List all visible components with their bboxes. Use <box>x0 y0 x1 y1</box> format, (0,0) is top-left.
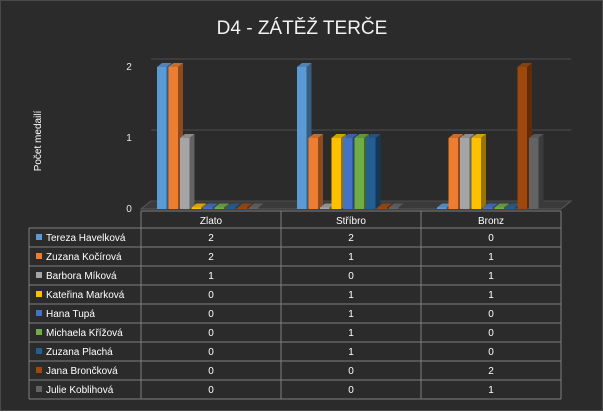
data-cell: 0 <box>208 328 214 339</box>
data-cell: 0 <box>488 328 494 339</box>
category-label: Bronz <box>478 216 504 227</box>
data-cell: 1 <box>348 347 354 358</box>
bar <box>203 203 218 209</box>
data-cell: 2 <box>488 366 494 377</box>
bar <box>308 134 323 209</box>
legend-swatch <box>36 386 42 392</box>
data-cell: 2 <box>348 233 354 244</box>
data-cell: 1 <box>348 309 354 320</box>
legend-swatch <box>36 234 42 240</box>
bar <box>494 203 509 209</box>
legend-swatch <box>36 348 42 354</box>
category-label: Zlato <box>200 216 223 227</box>
data-cell: 0 <box>208 309 214 320</box>
data-table: Zlato Stříbro Bronz Tereza Havelková 2 2 0 Zuza… <box>28 210 562 400</box>
bar <box>389 203 404 209</box>
bar <box>529 134 544 209</box>
data-cell: 1 <box>488 252 494 263</box>
bar <box>226 203 241 209</box>
legend-swatch <box>36 291 42 297</box>
y-tick-label: 1 <box>126 133 132 144</box>
data-cell: 1 <box>488 385 494 396</box>
data-cell: 1 <box>488 271 494 282</box>
series-name: Julie Koblihová <box>46 385 114 396</box>
bar <box>366 134 381 209</box>
bar <box>377 203 392 209</box>
series-name: Kateřina Marková <box>46 290 125 301</box>
data-cell: 0 <box>348 271 354 282</box>
legend-swatch <box>36 253 42 259</box>
data-cell: 2 <box>208 233 214 244</box>
bar <box>483 203 498 209</box>
data-cell: 2 <box>208 252 214 263</box>
series-name: Michaela Křížová <box>46 328 123 339</box>
chart-title: D4 - ZÁTĚŽ TERČE <box>217 17 388 39</box>
bar <box>214 203 229 209</box>
data-cell: 0 <box>208 366 214 377</box>
data-cell: 0 <box>488 233 494 244</box>
bar <box>249 203 264 209</box>
data-cell: 1 <box>208 271 214 282</box>
data-cell: 0 <box>488 309 494 320</box>
legend-swatch <box>36 329 42 335</box>
y-tick-labels: 0 1 2 <box>126 62 132 215</box>
series-name: Barbora Míková <box>46 271 117 282</box>
legend-swatch <box>36 272 42 278</box>
data-cell: 1 <box>348 252 354 263</box>
series-name: Zuzana Plachá <box>46 347 113 358</box>
category-label: Stříbro <box>336 216 366 227</box>
data-cell: 1 <box>348 290 354 301</box>
data-cell: 1 <box>488 290 494 301</box>
series-name: Zuzana Kočírová <box>46 252 122 263</box>
bar <box>191 203 206 209</box>
data-cell: 0 <box>488 347 494 358</box>
legend-swatch <box>36 310 42 316</box>
bar <box>180 134 195 209</box>
series-name: Jana Brončková <box>46 366 118 377</box>
bars <box>157 63 544 209</box>
data-cell: 0 <box>208 385 214 396</box>
series-name: Hana Tupá <box>46 309 95 320</box>
data-cell: 0 <box>208 347 214 358</box>
data-cell: 0 <box>208 290 214 301</box>
data-cell: 0 <box>348 385 354 396</box>
data-cell: 0 <box>348 366 354 377</box>
legend-swatch <box>36 367 42 373</box>
data-cell: 1 <box>348 328 354 339</box>
series-name: Tereza Havelková <box>46 233 126 244</box>
bar <box>237 203 252 209</box>
y-tick-label: 0 <box>126 204 132 215</box>
y-axis-label: Počet medailí <box>33 110 44 171</box>
bar <box>471 134 486 209</box>
y-tick-label: 2 <box>126 62 132 73</box>
